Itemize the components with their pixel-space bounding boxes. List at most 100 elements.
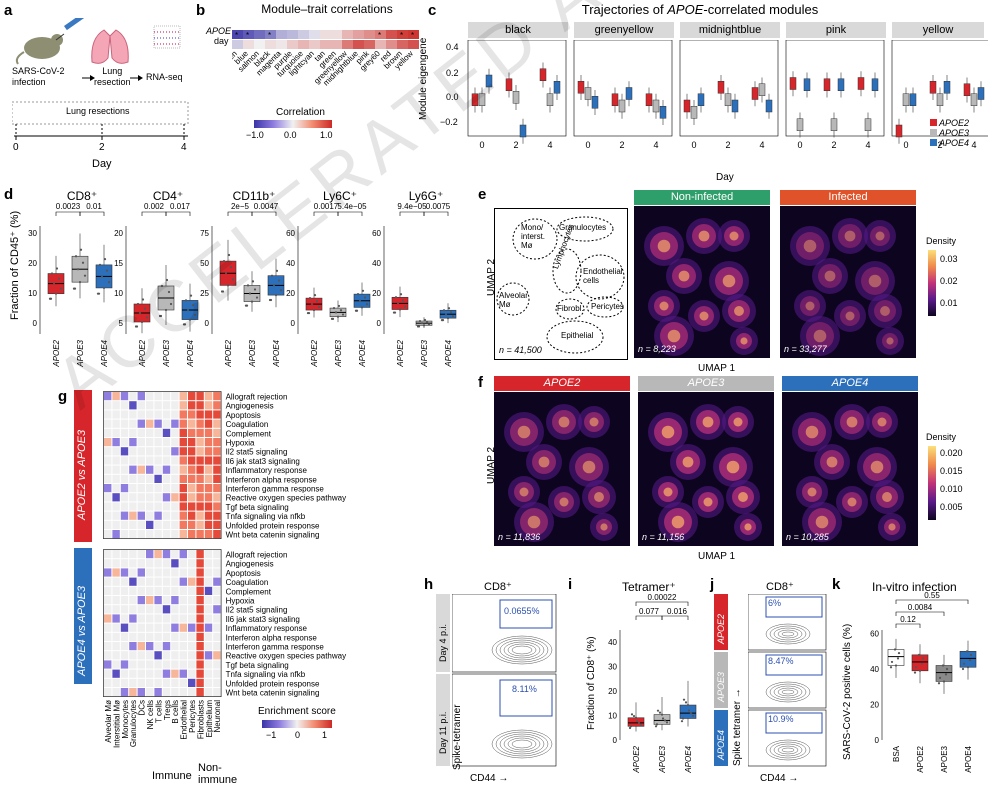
c-box-2-2-0 bbox=[751, 87, 759, 100]
g-cell-0-11-2 bbox=[120, 493, 129, 502]
g-cell-0-13-13 bbox=[213, 511, 221, 520]
g-cell-1-9-1 bbox=[112, 632, 120, 641]
g-cell-0-8-1 bbox=[112, 465, 120, 474]
g-legend-bar bbox=[262, 720, 332, 728]
g-path-1-12: Tgf beta signaling bbox=[226, 661, 289, 670]
c-box-1-2-2 bbox=[659, 106, 667, 119]
b-star-2: * bbox=[268, 31, 271, 40]
g-cell-0-4-8 bbox=[171, 428, 179, 437]
k-pt-1-3 bbox=[914, 666, 918, 669]
h-contour-0-0 bbox=[491, 635, 553, 665]
h-contour-1-2 bbox=[499, 733, 545, 755]
g-label-2: APOE4 vs APOE3 bbox=[76, 585, 88, 676]
g-cell-1-11-7 bbox=[162, 651, 171, 660]
g-cell-0-7-3 bbox=[129, 456, 137, 465]
g-cell-1-0-10 bbox=[188, 550, 196, 559]
d-pt-3-1-2 bbox=[332, 306, 336, 310]
d-xtick-0-2: APOE4 bbox=[100, 339, 109, 367]
b-cell-day-green bbox=[331, 40, 342, 49]
g-cell-1-3-8 bbox=[171, 577, 179, 586]
d-pt-2-0-3 bbox=[229, 266, 233, 269]
j-gate-0 bbox=[765, 596, 823, 618]
umap2-blob-6 bbox=[840, 306, 860, 326]
c-box-2-0-0 bbox=[683, 99, 691, 113]
mouse-icon bbox=[15, 34, 63, 65]
umap2-blob-2 bbox=[870, 226, 890, 246]
g-cell-0-4-1 bbox=[112, 428, 120, 437]
b-cell-apoe-greenyellow bbox=[342, 30, 353, 39]
c-box-1-1-0 bbox=[611, 93, 619, 106]
g-cell-0-0-1 bbox=[112, 392, 120, 401]
g-cell-1-7-5 bbox=[146, 614, 154, 623]
b-star-0: * bbox=[235, 31, 238, 40]
d-pt-4-0-6 bbox=[398, 308, 402, 311]
g-cell-1-1-5 bbox=[146, 559, 154, 568]
g-cell-0-13-5 bbox=[146, 511, 154, 520]
umap5-core-5 bbox=[807, 487, 817, 497]
c-frame-4 bbox=[891, 40, 988, 137]
g-cell-0-12-10 bbox=[188, 502, 196, 511]
umap-apoe2 bbox=[494, 392, 630, 546]
c-xtick-2-1: 2 bbox=[725, 140, 730, 150]
g-path-0-12: Tgf beta signaling bbox=[226, 503, 289, 512]
d-xtick-4-1: APOE3 bbox=[420, 339, 429, 367]
g-cell-1-10-4 bbox=[137, 642, 145, 651]
d-pt-2-0-1 bbox=[227, 253, 231, 257]
umap2-blob-3 bbox=[818, 264, 842, 288]
d-ytick-4-2: 20 bbox=[372, 289, 381, 298]
j-contour-1-0 bbox=[765, 681, 811, 703]
d-pt-0-0-5 bbox=[59, 287, 63, 290]
g-cell-0-0-12 bbox=[204, 392, 213, 401]
g-path-1-13: Tnfa signaling via nfkb bbox=[226, 670, 306, 679]
d-pt-0-0-6 bbox=[54, 292, 58, 295]
d-ytick-2-2: 25 bbox=[200, 289, 209, 298]
i-pt-2-7 bbox=[681, 717, 685, 720]
g-cell-0-0-8 bbox=[171, 392, 179, 401]
d-pt-0-1-6 bbox=[78, 281, 82, 284]
g-cell-1-8-4 bbox=[137, 623, 145, 632]
g-cell-1-4-3 bbox=[129, 586, 137, 595]
g-cell-0-8-2 bbox=[120, 465, 129, 474]
d-brk1-4 bbox=[399, 211, 425, 216]
g-cell-0-2-4 bbox=[137, 410, 145, 419]
g-cell-0-13-1 bbox=[112, 511, 120, 520]
g-cell-1-3-2 bbox=[120, 577, 129, 586]
g-cell-0-10-0 bbox=[104, 484, 112, 493]
umap1-core-6 bbox=[699, 311, 709, 321]
k-ytick-1: 40 bbox=[870, 665, 879, 674]
g-cell-1-1-3 bbox=[129, 559, 137, 568]
b-cell-day-tan bbox=[320, 40, 331, 49]
g-cell-0-7-2 bbox=[120, 456, 129, 465]
g-cell-0-0-13 bbox=[213, 392, 221, 401]
c-box-3-2-2 bbox=[871, 78, 879, 91]
d-xtick-3-1: APOE3 bbox=[334, 339, 343, 367]
j-gate-2 bbox=[765, 712, 823, 734]
g-cell-1-3-7 bbox=[162, 577, 171, 586]
g-ct-6: T cells bbox=[154, 700, 163, 723]
cluster-granulocytes: Granulocytes bbox=[559, 223, 607, 232]
g-path-1-2: Apoptosis bbox=[226, 569, 261, 578]
h-row2-label: Day 11 p.i. bbox=[438, 711, 448, 754]
i-p-0: 0.00022 bbox=[648, 593, 677, 602]
g-cell-0-7-11 bbox=[196, 456, 204, 465]
b-cell-day-black bbox=[265, 40, 276, 49]
cluster-mono: Mono/ interst. Mø bbox=[521, 223, 546, 250]
c-xtick-1-1: 2 bbox=[619, 140, 624, 150]
d-pt-2-1-5 bbox=[255, 296, 259, 299]
e-tick-1: 0.02 bbox=[940, 276, 958, 286]
d-brk1-2 bbox=[227, 211, 253, 216]
g-cell-0-8-6 bbox=[154, 465, 162, 474]
d-pt-1-0-4 bbox=[138, 311, 142, 315]
g-cell-0-8-11 bbox=[196, 465, 204, 474]
b-cell-apoe-purple bbox=[287, 30, 298, 39]
g-cell-0-12-5 bbox=[146, 502, 154, 511]
b-cell-day-red bbox=[386, 40, 397, 49]
i-xtick-2: APOE4 bbox=[684, 745, 693, 773]
g-cell-0-12-11 bbox=[196, 502, 204, 511]
g-cell-1-2-10 bbox=[188, 568, 196, 577]
d-pt-4-0-5 bbox=[403, 305, 407, 308]
g-cell-1-4-5 bbox=[146, 586, 154, 595]
g-cell-0-7-7 bbox=[162, 456, 171, 465]
d-xtick-1-1: APOE3 bbox=[162, 339, 171, 367]
j-row-3: APOE4 bbox=[716, 729, 726, 760]
